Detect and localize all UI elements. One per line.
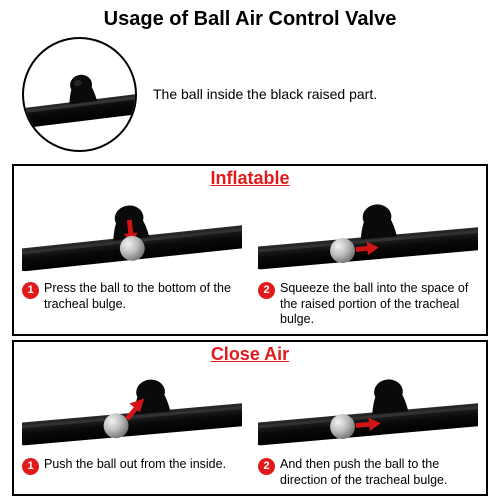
close-air-step-1-caption: 1 Push the ball out from the inside. xyxy=(22,457,242,475)
step-text: Press the ball to the bottom of the trac… xyxy=(44,281,242,312)
step-badge-1: 1 xyxy=(22,458,39,475)
step-badge-2: 2 xyxy=(258,282,275,299)
step-badge-1: 1 xyxy=(22,282,39,299)
intro-tube-svg xyxy=(24,39,137,152)
close-air-step-2-diagram xyxy=(258,367,478,455)
page-root: Usage of Ball Air Control Valve xyxy=(0,0,500,500)
close-air-step-2: 2 And then push the ball to the directio… xyxy=(250,365,486,494)
close-air-steps-row: 1 Push the ball out from the inside. xyxy=(14,365,486,494)
inflatable-step-2: 2 Squeeze the ball into the space of the… xyxy=(250,189,486,334)
inflatable-steps-row: 1 Press the ball to the bottom of the tr… xyxy=(14,189,486,334)
section-close-air-title: Close Air xyxy=(14,342,486,365)
step-text: Squeeze the ball into the space of the r… xyxy=(280,281,478,328)
section-inflatable-title: Inflatable xyxy=(14,166,486,189)
inflatable-step-2-diagram xyxy=(258,191,478,279)
diagram-svg xyxy=(22,367,242,455)
diagram-svg xyxy=(258,191,478,279)
main-title: Usage of Ball Air Control Valve xyxy=(12,8,488,31)
diagram-svg xyxy=(22,191,242,279)
section-inflatable: Inflatable xyxy=(12,164,488,336)
close-air-step-2-caption: 2 And then push the ball to the directio… xyxy=(258,457,478,488)
step-badge-2: 2 xyxy=(258,458,275,475)
inflatable-step-1: 1 Press the ball to the bottom of the tr… xyxy=(14,189,250,334)
step-text: And then push the ball to the direction … xyxy=(280,457,478,488)
inflatable-step-1-caption: 1 Press the ball to the bottom of the tr… xyxy=(22,281,242,312)
inflatable-step-2-caption: 2 Squeeze the ball into the space of the… xyxy=(258,281,478,328)
inflatable-step-1-diagram xyxy=(22,191,242,279)
intro-description: The ball inside the black raised part. xyxy=(153,85,377,103)
close-air-step-1-diagram xyxy=(22,367,242,455)
diagram-svg xyxy=(258,367,478,455)
intro-row: The ball inside the black raised part. xyxy=(12,37,488,160)
intro-circle-diagram xyxy=(22,37,137,152)
step-text: Push the ball out from the inside. xyxy=(44,457,226,473)
close-air-step-1: 1 Push the ball out from the inside. xyxy=(14,365,250,494)
section-close-air: Close Air xyxy=(12,340,488,496)
